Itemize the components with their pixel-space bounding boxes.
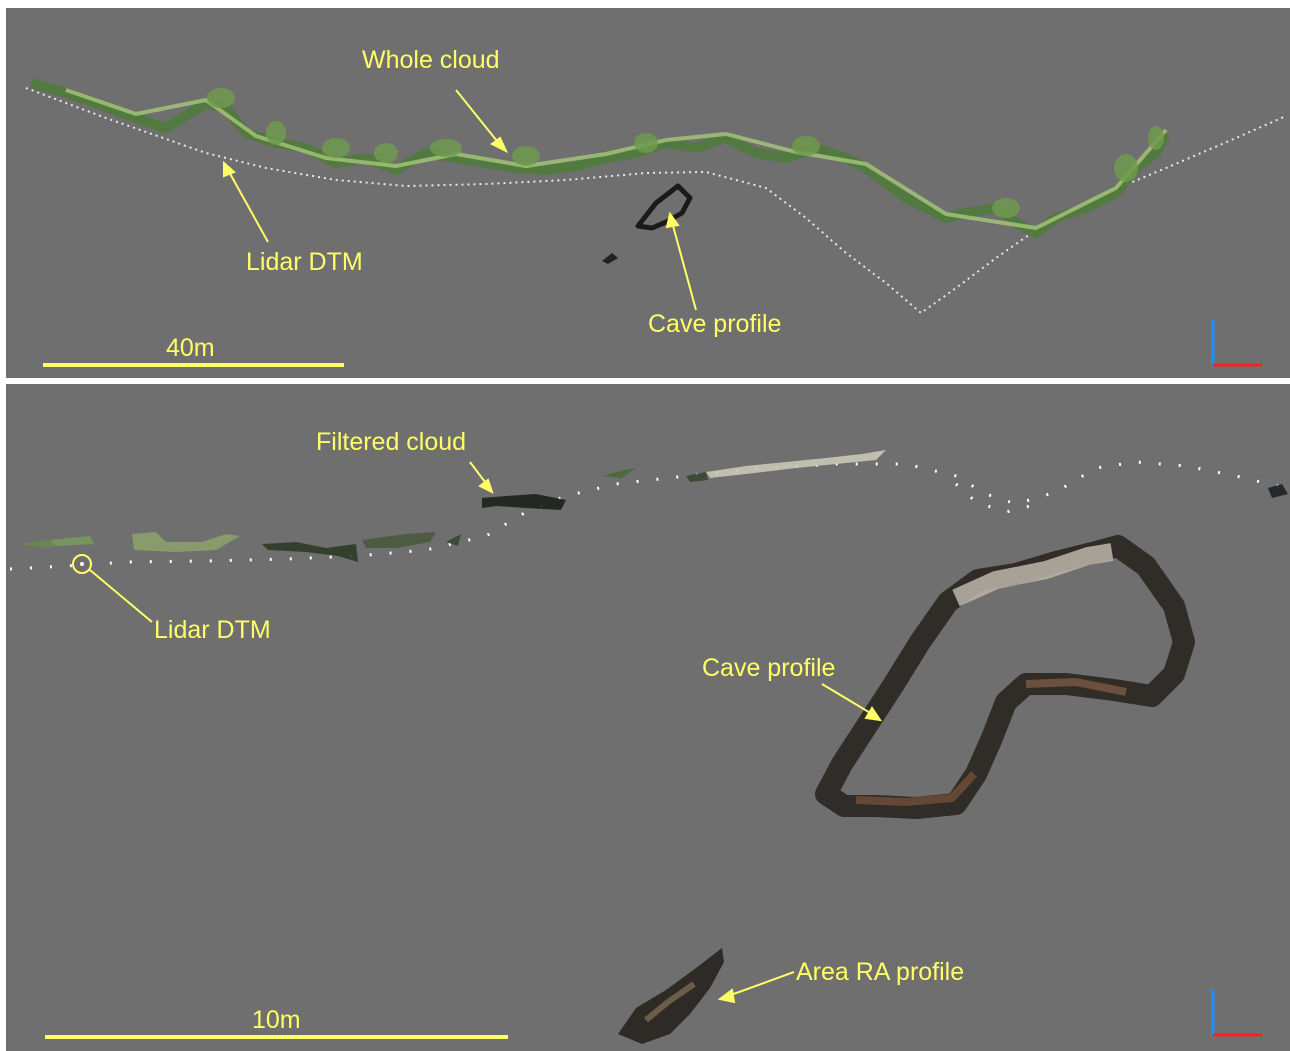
bottom-lidar-dtm-arrow [89,569,153,623]
top-lidar-dtm-label: Lidar DTM [246,248,363,276]
bottom-dtm-highlight-point [80,562,84,566]
top-cave-profile-arrow [671,221,697,311]
bottom-cave-profile-mid [1025,677,1127,696]
top-point-cloud-canvas [25,78,1287,367]
bottom-area-ra-surface [644,981,696,1023]
top-whole-cloud-arrow [455,89,502,147]
top-lidar-dtm-line [25,87,1287,315]
bottom-cave-profile-shape [815,535,1195,819]
bottom-filtered-cloud-arrowhead [478,478,494,494]
top-whole-cloud-arrowhead [490,136,509,154]
bottom-cave-profile-arrowhead [864,706,883,722]
bottom-lidar-dtm-label: Lidar DTM [154,616,271,644]
bottom-area-ra-arrow [727,971,795,997]
top-scale-label: 40m [166,334,215,362]
top-cave-profile-shape [635,183,693,231]
bottom-area-ra-arrowhead [717,988,736,1004]
bottom-viewport[interactable]: Filtered cloud Lidar DTM Cave profile Ar… [6,384,1290,1051]
top-cave-profile-label: Cave profile [648,310,782,338]
bottom-scale-label: 10m [252,1006,301,1034]
top-whole-cloud-highlights [65,88,1168,230]
bottom-filtered-cloud [20,450,1288,562]
bottom-dtm-highlight-circle [72,554,92,574]
top-cave-profile-arrowhead [665,211,680,229]
top-lidar-dtm-arrowhead [223,160,236,178]
bottom-cave-profile-label: Cave profile [702,654,836,682]
bottom-filtered-cloud-label: Filtered cloud [316,428,467,456]
bottom-area-ra-profile-label: Area RA profile [796,958,965,986]
bottom-lidar-dtm-line-lower [954,482,1047,514]
top-area-ra-shape [602,253,618,264]
bottom-point-cloud-canvas [9,450,1288,1044]
top-whole-cloud-label: Whole cloud [362,46,500,74]
top-vegetation-tufts [207,88,1164,218]
bottom-cave-profile-surface [952,543,1114,607]
bottom-area-ra-shape [618,948,724,1044]
bottom-cave-profile-floor [855,771,977,806]
bottom-cave-profile-arrow [821,683,873,715]
top-viewport[interactable]: Whole cloud Lidar DTM Cave profile 40m [6,8,1290,378]
top-lidar-dtm-arrow [227,169,269,243]
